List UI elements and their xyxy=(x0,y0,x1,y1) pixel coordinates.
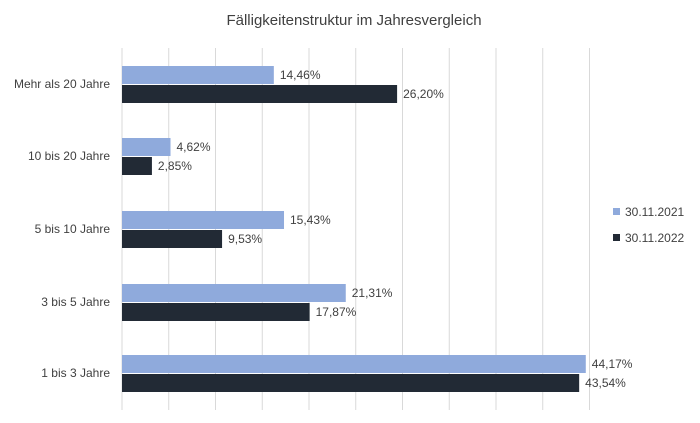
category-labels: Mehr als 20 Jahre 10 bis 20 Jahre 5 bis 10… xyxy=(14,77,110,380)
legend-label: 30.11.2022 xyxy=(625,231,684,245)
bar-series-2021 xyxy=(122,211,285,229)
data-label: 17,87% xyxy=(316,305,357,319)
bar-series-2021 xyxy=(122,355,586,373)
bar-series-2021 xyxy=(122,66,274,84)
data-labels: 14,46% 4,62% 15,43% 21,31% 44,17% 26,20% 2,85%… xyxy=(158,68,633,390)
data-label: 4,62% xyxy=(177,140,211,154)
legend-swatch xyxy=(613,234,620,241)
bar-series-2022 xyxy=(122,157,152,175)
chart-title: Fälligkeitenstruktur im Jahresvergleich xyxy=(226,12,481,29)
category-label: 3 bis 5 Jahre xyxy=(41,295,110,309)
category-label: Mehr als 20 Jahre xyxy=(14,77,110,91)
data-label: 44,17% xyxy=(592,357,633,371)
bar-series-2022 xyxy=(122,303,310,321)
category-label: 5 bis 10 Jahre xyxy=(35,222,111,236)
category-label: 10 bis 20 Jahre xyxy=(28,149,110,163)
bar-series-2021 xyxy=(122,284,346,302)
gridlines xyxy=(121,48,590,410)
bar-series-2022 xyxy=(122,85,398,103)
bar-series-2022 xyxy=(122,374,580,392)
legend-swatch xyxy=(613,208,620,215)
legend-label: 30.11.2021 xyxy=(625,205,684,219)
data-label: 14,46% xyxy=(280,68,321,82)
bar-series-2021 xyxy=(122,138,171,156)
category-label: 1 bis 3 Jahre xyxy=(41,366,110,380)
data-label: 26,20% xyxy=(403,87,444,101)
data-label: 21,31% xyxy=(352,286,393,300)
data-label: 2,85% xyxy=(158,159,192,173)
bar-series-2022 xyxy=(122,230,223,248)
data-label: 9,53% xyxy=(228,232,262,246)
data-label: 43,54% xyxy=(585,376,626,390)
bars xyxy=(122,66,586,392)
data-label: 15,43% xyxy=(290,213,331,227)
legend: 30.11.2021 30.11.2022 xyxy=(613,205,684,245)
